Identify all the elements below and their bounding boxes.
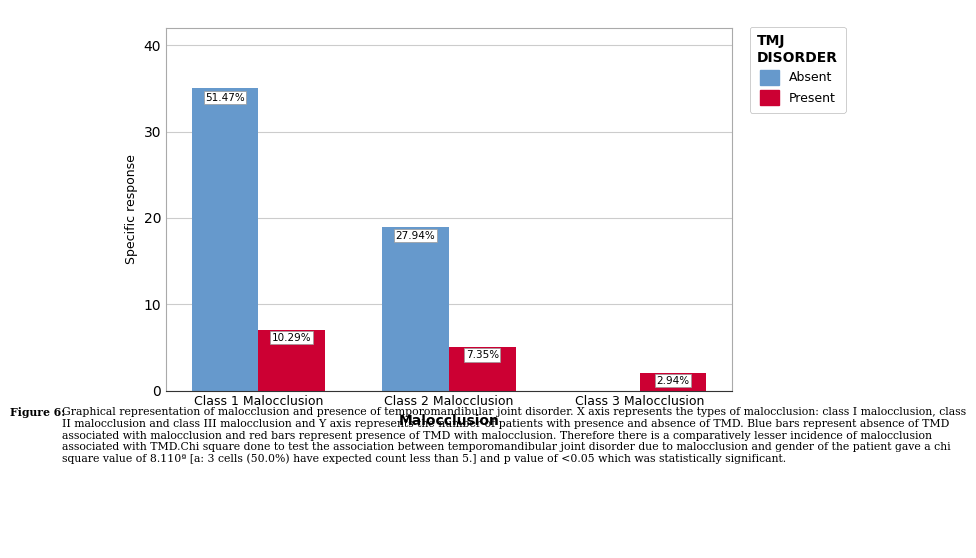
X-axis label: Malocclusion: Malocclusion <box>398 414 500 428</box>
Bar <box>259 330 325 391</box>
Y-axis label: Specific response: Specific response <box>125 155 138 264</box>
Bar <box>449 348 515 391</box>
Text: Graphical representation of malocclusion and presence of temporomandibular joint: Graphical representation of malocclusion… <box>62 407 966 464</box>
Bar <box>383 227 449 391</box>
Text: 27.94%: 27.94% <box>395 231 435 241</box>
Text: 7.35%: 7.35% <box>466 350 499 360</box>
Text: 2.94%: 2.94% <box>656 376 689 386</box>
Text: Figure 6:: Figure 6: <box>10 407 68 418</box>
Bar <box>639 373 707 391</box>
Text: 51.47%: 51.47% <box>205 93 245 103</box>
Text: 10.29%: 10.29% <box>272 333 311 343</box>
Bar <box>191 88 259 391</box>
Legend: Absent, Present: Absent, Present <box>750 27 845 113</box>
